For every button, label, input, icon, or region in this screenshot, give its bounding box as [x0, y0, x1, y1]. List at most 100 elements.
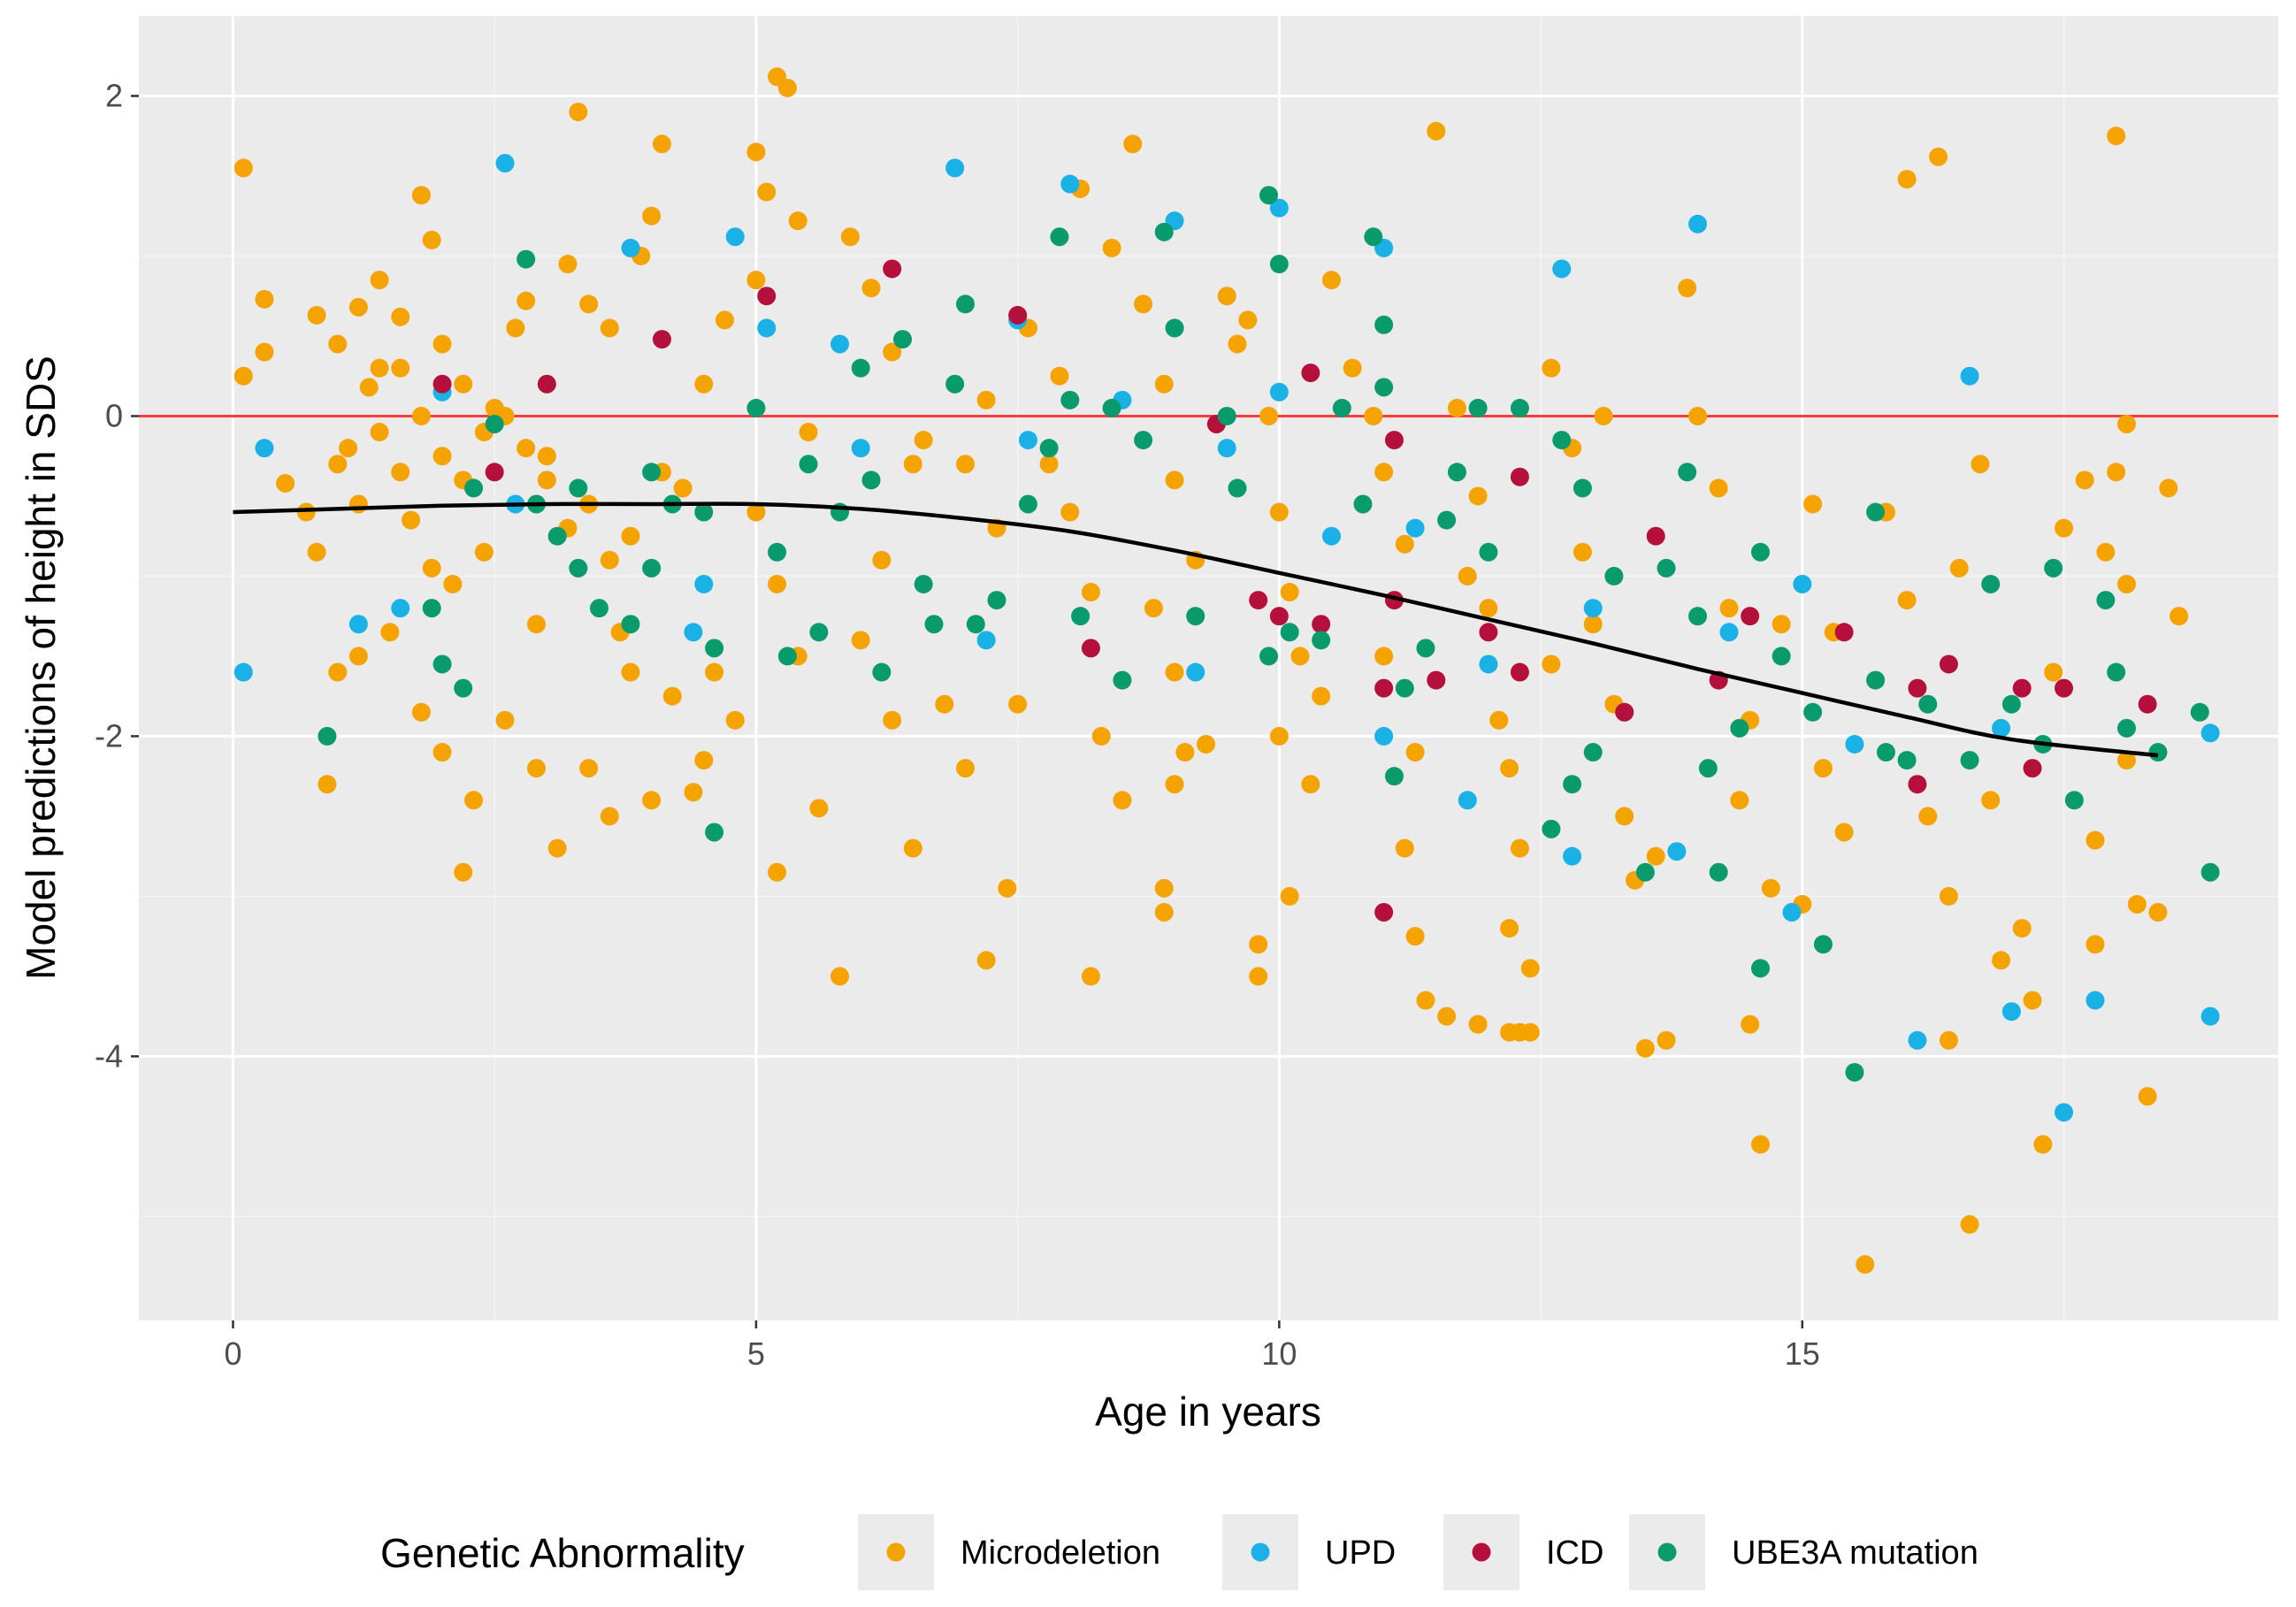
- data-point: [1249, 967, 1268, 986]
- data-point: [1374, 726, 1394, 746]
- data-point: [432, 447, 452, 466]
- data-point: [1081, 967, 1100, 986]
- data-point: [2086, 935, 2105, 954]
- data-point: [1646, 526, 1665, 546]
- data-point: [883, 259, 902, 279]
- data-point: [1510, 467, 1529, 486]
- data-point: [746, 142, 766, 162]
- data-point: [1050, 227, 1069, 247]
- data-point: [1405, 743, 1425, 762]
- data-point: [537, 471, 556, 490]
- data-point: [2001, 1002, 2021, 1022]
- data-point: [1427, 121, 1446, 141]
- data-point: [914, 574, 933, 593]
- data-point: [233, 662, 253, 682]
- data-point: [1395, 678, 1414, 698]
- data-point: [1008, 305, 1028, 325]
- data-point: [1405, 927, 1425, 946]
- data-point: [495, 710, 515, 730]
- data-point: [1259, 186, 1279, 205]
- legend-key-dot: [1657, 1542, 1677, 1562]
- data-point: [768, 67, 787, 87]
- data-point: [517, 249, 536, 269]
- data-point: [1228, 478, 1247, 498]
- data-point: [1688, 214, 1707, 233]
- data-point: [1269, 255, 1289, 274]
- data-point: [2055, 678, 2074, 698]
- data-point: [526, 615, 546, 634]
- data-point: [600, 807, 619, 826]
- data-point: [1134, 295, 1153, 314]
- data-point: [924, 615, 944, 634]
- data-point: [1364, 406, 1383, 425]
- data-point: [1960, 1214, 1979, 1234]
- legend-label: ICD: [1546, 1534, 1603, 1572]
- data-point: [662, 686, 682, 706]
- data-point: [276, 473, 295, 493]
- data-point: [1018, 431, 1037, 450]
- data-point: [1447, 398, 1466, 417]
- data-point: [1039, 455, 1059, 474]
- data-point: [1259, 647, 1279, 666]
- data-point: [2023, 759, 2042, 778]
- data-point: [966, 615, 985, 634]
- data-point: [1071, 607, 1091, 626]
- data-point: [1102, 238, 1121, 257]
- data-point: [1510, 662, 1529, 682]
- data-point: [746, 398, 766, 417]
- data-point: [1897, 591, 1917, 610]
- data-point: [1960, 751, 1979, 770]
- data-point: [1123, 134, 1143, 154]
- data-point: [1615, 702, 1634, 722]
- data-point: [705, 639, 724, 658]
- data-point: [569, 103, 588, 122]
- data-point: [526, 759, 546, 778]
- data-point: [1165, 662, 1184, 682]
- data-point: [1301, 363, 1320, 383]
- data-point: [1510, 398, 1529, 417]
- data-point: [255, 342, 274, 362]
- x-axis-ticks: [232, 1320, 1804, 1328]
- data-point: [1269, 726, 1289, 746]
- data-point: [1939, 1030, 1958, 1050]
- y-axis-ticks: [131, 95, 139, 1058]
- data-point: [307, 542, 326, 562]
- data-point: [1405, 518, 1425, 538]
- data-point: [1897, 751, 1917, 770]
- data-point: [2138, 1087, 2157, 1106]
- grid-minor: [139, 16, 2278, 1320]
- data-point: [2170, 607, 2189, 626]
- data-point: [1856, 1255, 1875, 1274]
- data-point: [945, 158, 965, 178]
- data-point: [1542, 654, 1561, 674]
- data-point: [757, 287, 777, 306]
- data-point: [569, 558, 588, 578]
- legend-title: Genetic Abnormality: [380, 1530, 745, 1576]
- data-point: [1134, 431, 1153, 450]
- data-point: [1395, 838, 1414, 858]
- data-point: [328, 455, 348, 474]
- data-point: [1374, 378, 1394, 397]
- data-point: [1312, 686, 1331, 706]
- legend-item-microdeletion: Microdeletion: [858, 1514, 1160, 1590]
- data-point: [485, 415, 504, 434]
- data-point: [1447, 463, 1466, 482]
- data-point: [1552, 431, 1572, 450]
- data-point: [1259, 406, 1279, 425]
- data-point: [1081, 639, 1100, 658]
- data-point: [2107, 463, 2126, 482]
- data-point: [1437, 1006, 1457, 1026]
- data-point: [861, 471, 881, 490]
- data-point: [1280, 583, 1299, 602]
- data-point: [1060, 390, 1080, 409]
- data-point: [255, 289, 274, 309]
- data-point: [1782, 902, 1802, 922]
- data-point: [1479, 654, 1498, 674]
- data-point: [621, 526, 640, 546]
- data-point: [1981, 574, 2001, 593]
- data-point: [1845, 734, 1864, 754]
- data-point: [1960, 366, 1979, 386]
- data-point: [809, 623, 829, 642]
- data-point: [1374, 647, 1394, 666]
- data-point: [422, 599, 441, 618]
